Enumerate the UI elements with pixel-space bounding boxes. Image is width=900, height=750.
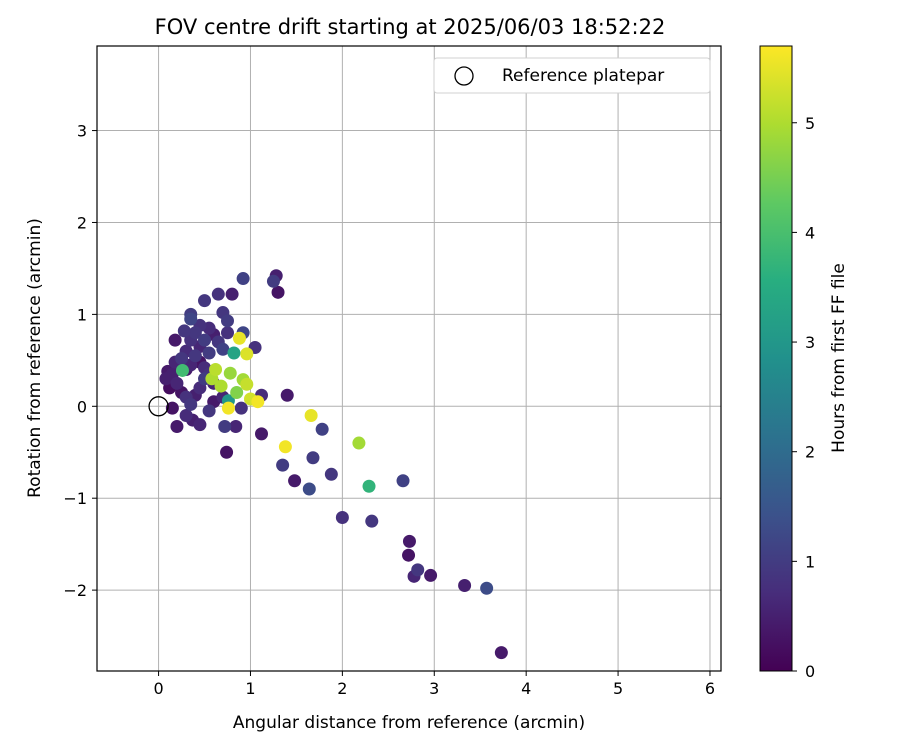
- legend-box: [433, 57, 711, 94]
- legend-marker: [454, 66, 474, 86]
- x-tick-label: 1: [245, 679, 255, 698]
- data-point: [227, 346, 241, 360]
- data-point: [218, 420, 232, 434]
- y-tick-label: −1: [63, 489, 87, 508]
- data-point: [234, 401, 248, 415]
- colorbar-ticks: 0 1 2 3 4 5: [792, 114, 815, 681]
- data-point: [402, 534, 416, 548]
- data-point: [324, 467, 338, 481]
- data-point: [411, 563, 425, 577]
- plot-frame: [96, 45, 722, 672]
- data-point: [223, 366, 237, 380]
- data-point: [304, 408, 318, 422]
- x-axis-label: Angular distance from reference (arcmin): [233, 713, 585, 733]
- colorbar-tick-label: 4: [805, 223, 815, 242]
- legend-entry: Reference platepar: [502, 66, 664, 86]
- data-point: [232, 331, 246, 345]
- data-point: [306, 451, 320, 465]
- data-point: [251, 395, 265, 409]
- data-point: [240, 347, 254, 361]
- data-point: [494, 646, 508, 660]
- y-tick-label: −2: [63, 581, 87, 600]
- y-tick-label: 1: [77, 305, 87, 324]
- data-point: [278, 440, 292, 454]
- colorbar-tick-label: 0: [805, 662, 815, 681]
- data-point: [365, 514, 379, 528]
- data-point: [240, 377, 254, 391]
- data-point: [335, 511, 349, 525]
- data-point: [402, 548, 416, 562]
- data-point: [396, 474, 410, 488]
- x-tick-label: 2: [337, 679, 347, 698]
- data-point: [168, 333, 182, 347]
- data-point: [266, 274, 280, 288]
- data-point: [184, 397, 198, 411]
- y-tick-label: 0: [77, 397, 87, 416]
- x-tick-label: 6: [705, 679, 715, 698]
- data-point: [202, 404, 216, 418]
- data-point: [255, 427, 269, 441]
- data-point: [225, 287, 239, 301]
- data-point: [198, 294, 212, 308]
- data-point: [193, 418, 207, 432]
- data-point: [209, 363, 223, 377]
- grid: [97, 46, 721, 671]
- y-axis-label: Rotation from reference (arcmin): [25, 218, 45, 498]
- data-point: [170, 420, 184, 434]
- colorbar-label: Hours from first FF file: [829, 263, 849, 453]
- data-point: [220, 445, 234, 459]
- data-point: [165, 401, 179, 415]
- y-tick-label: 2: [77, 213, 87, 232]
- colorbar-tick-label: 5: [805, 114, 815, 133]
- data-point: [276, 458, 290, 472]
- data-point: [221, 401, 235, 415]
- data-point: [480, 581, 494, 595]
- data-point: [214, 379, 228, 393]
- data-point: [280, 388, 294, 402]
- data-point: [315, 422, 329, 436]
- data-point: [458, 579, 472, 593]
- data-point: [288, 474, 302, 488]
- x-tick-label: 0: [153, 679, 163, 698]
- data-point: [229, 420, 243, 434]
- colorbar-tick-label: 3: [805, 333, 815, 352]
- colorbar: 0 1 2 3 4 5 Hours from first FF file: [759, 45, 849, 681]
- x-tick-label: 4: [521, 679, 531, 698]
- y-axis-ticks: −2 −1 0 1 2 3: [63, 122, 97, 600]
- data-point: [184, 312, 198, 326]
- data-point: [424, 568, 438, 582]
- x-tick-label: 3: [429, 679, 439, 698]
- data-point: [188, 326, 202, 340]
- data-point: [179, 408, 193, 422]
- data-point: [220, 326, 234, 340]
- legend: Reference platepar: [433, 57, 711, 94]
- data-point: [352, 436, 366, 450]
- data-point: [302, 482, 316, 496]
- colorbar-gradient: [759, 45, 793, 672]
- reference-point: [148, 396, 169, 417]
- data-point: [362, 479, 376, 493]
- y-tick-label: 3: [77, 122, 87, 141]
- data-point: [216, 342, 230, 356]
- x-axis-ticks: 0 1 2 3 4 5 6: [153, 671, 715, 698]
- data-point: [230, 386, 244, 400]
- data-point: [236, 272, 250, 286]
- colorbar-tick-label: 1: [805, 552, 815, 571]
- data-point: [211, 287, 225, 301]
- data-point: [175, 352, 189, 365]
- data-point: [202, 346, 216, 360]
- data-point: [170, 376, 184, 390]
- data-point: [177, 324, 191, 338]
- data-point: [271, 285, 285, 299]
- chart-title: FOV centre drift starting at 2025/06/03 …: [155, 15, 666, 39]
- data-point: [159, 372, 173, 386]
- data-point: [220, 314, 234, 328]
- x-tick-label: 5: [613, 679, 623, 698]
- colorbar-tick-label: 2: [805, 443, 815, 462]
- data-point: [198, 333, 212, 347]
- data-point: [175, 363, 189, 377]
- data-point: [188, 349, 202, 363]
- data-points: [148, 269, 508, 660]
